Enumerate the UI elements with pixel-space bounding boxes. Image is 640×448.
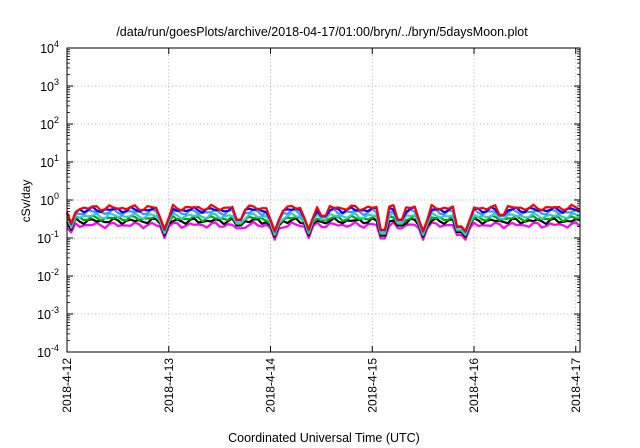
- y-tick-label: 100: [40, 191, 59, 208]
- x-tick-label: 2018-4-13: [162, 358, 176, 413]
- series-group: [65, 203, 581, 241]
- grid: [67, 48, 580, 352]
- x-tick-label: 2018-4-14: [264, 358, 278, 413]
- y-tick-label: 104: [40, 39, 59, 56]
- chart-title: /data/run/goesPlots/archive/2018-04-17/0…: [116, 25, 528, 39]
- y-tick-label: 10-1: [37, 229, 59, 246]
- y-tick-label: 102: [40, 115, 59, 132]
- y-tick-label: 10-4: [37, 343, 59, 360]
- series-line-0: [65, 203, 581, 233]
- x-ticks: 2018-4-12 2018-4-13 2018-4-14 2018-4-15 2018…: [60, 48, 583, 413]
- x-tick-label: 2018-4-17: [569, 358, 583, 413]
- y-tick-label: 10-2: [37, 267, 59, 284]
- series-line-6: [66, 220, 581, 241]
- x-axis-label: Coordinated Universal Time (UTC): [228, 431, 420, 445]
- y-axis-label: cSv/day: [19, 180, 33, 223]
- y-tick-label: 10-3: [37, 305, 59, 322]
- y-tick-label: 103: [40, 77, 59, 94]
- y-ticks: 10-4 10-3 10-2 10-1 100 101 102 103 104: [37, 39, 580, 360]
- x-tick-label: 2018-4-16: [467, 358, 481, 413]
- y-tick-label: 101: [40, 153, 59, 170]
- x-tick-label: 2018-4-15: [365, 358, 379, 413]
- series-line-3: [65, 211, 581, 236]
- x-tick-label: 2018-4-12: [60, 358, 74, 413]
